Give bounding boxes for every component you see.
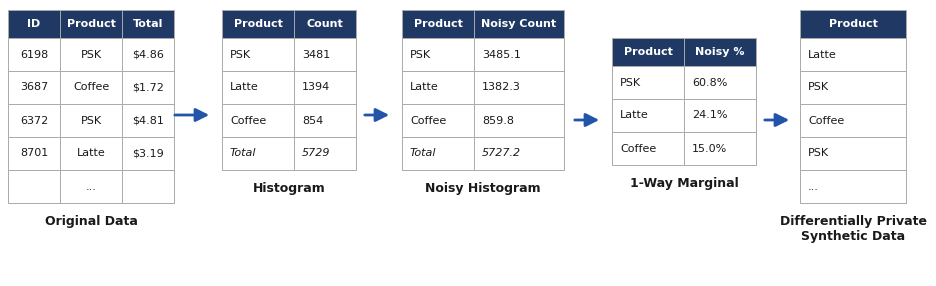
Text: PSK: PSK: [230, 49, 251, 59]
Bar: [612, 66, 756, 99]
Bar: [402, 71, 564, 104]
Bar: [222, 38, 356, 71]
Text: ...: ...: [808, 182, 819, 192]
Text: 15.0%: 15.0%: [692, 144, 727, 154]
Text: Product: Product: [414, 19, 462, 29]
Text: Total: Total: [230, 148, 256, 158]
Bar: [222, 10, 356, 38]
Text: PSK: PSK: [808, 148, 829, 158]
Text: 24.1%: 24.1%: [692, 110, 727, 120]
Text: 1-Way Marginal: 1-Way Marginal: [630, 177, 739, 190]
Text: $3.19: $3.19: [132, 148, 164, 158]
Text: 6372: 6372: [20, 116, 48, 126]
Text: Latte: Latte: [620, 110, 649, 120]
Bar: [402, 104, 564, 137]
Text: 3485.1: 3485.1: [482, 49, 520, 59]
Text: 3687: 3687: [20, 82, 48, 92]
Text: Coffee: Coffee: [808, 116, 844, 126]
Bar: [222, 104, 356, 137]
Text: $4.81: $4.81: [132, 116, 164, 126]
Text: Product: Product: [234, 19, 283, 29]
Bar: [612, 132, 756, 165]
Bar: [8, 10, 174, 38]
Text: 1394: 1394: [302, 82, 330, 92]
Bar: [800, 170, 906, 203]
Text: 5729: 5729: [302, 148, 330, 158]
Text: Noisy Histogram: Noisy Histogram: [425, 182, 541, 195]
Bar: [402, 10, 564, 38]
Bar: [8, 170, 174, 203]
Bar: [8, 38, 174, 71]
Text: $4.86: $4.86: [132, 49, 164, 59]
Bar: [402, 38, 564, 71]
Text: Product: Product: [66, 19, 115, 29]
Bar: [612, 38, 756, 66]
Text: 3481: 3481: [302, 49, 330, 59]
Text: 8701: 8701: [20, 148, 48, 158]
Text: Count: Count: [307, 19, 344, 29]
Text: 5727.2: 5727.2: [482, 148, 521, 158]
Text: Latte: Latte: [410, 82, 439, 92]
Bar: [8, 104, 174, 137]
Bar: [800, 38, 906, 71]
Text: Product: Product: [828, 19, 877, 29]
Text: Latte: Latte: [230, 82, 258, 92]
Text: ...: ...: [85, 182, 96, 192]
Bar: [800, 104, 906, 137]
Text: Total: Total: [133, 19, 163, 29]
Text: $1.72: $1.72: [132, 82, 164, 92]
Text: Total: Total: [410, 148, 436, 158]
Text: Original Data: Original Data: [45, 215, 138, 228]
Text: 1382.3: 1382.3: [482, 82, 520, 92]
Text: PSK: PSK: [80, 116, 102, 126]
Bar: [612, 99, 756, 132]
Text: Noisy Count: Noisy Count: [481, 19, 557, 29]
Text: Coffee: Coffee: [230, 116, 266, 126]
Bar: [402, 137, 564, 170]
Bar: [8, 71, 174, 104]
Text: PSK: PSK: [808, 82, 829, 92]
Text: 6198: 6198: [20, 49, 48, 59]
Bar: [800, 137, 906, 170]
Text: Latte: Latte: [77, 148, 106, 158]
Text: Histogram: Histogram: [253, 182, 326, 195]
Text: PSK: PSK: [80, 49, 102, 59]
Text: Coffee: Coffee: [73, 82, 110, 92]
Bar: [8, 137, 174, 170]
Text: PSK: PSK: [410, 49, 431, 59]
Text: 859.8: 859.8: [482, 116, 514, 126]
Bar: [800, 71, 906, 104]
Bar: [222, 137, 356, 170]
Bar: [222, 71, 356, 104]
Bar: [800, 10, 906, 38]
Text: Product: Product: [623, 47, 672, 57]
Text: Differentially Private
Synthetic Data: Differentially Private Synthetic Data: [780, 215, 927, 243]
Text: PSK: PSK: [620, 78, 641, 88]
Text: ID: ID: [27, 19, 40, 29]
Text: Latte: Latte: [808, 49, 837, 59]
Text: Coffee: Coffee: [620, 144, 656, 154]
Text: Noisy %: Noisy %: [695, 47, 745, 57]
Text: 854: 854: [302, 116, 323, 126]
Text: 60.8%: 60.8%: [692, 78, 727, 88]
Text: Coffee: Coffee: [410, 116, 446, 126]
